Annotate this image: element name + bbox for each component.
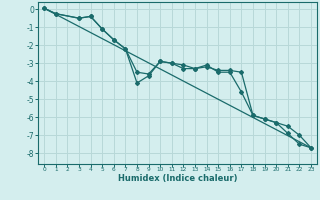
X-axis label: Humidex (Indice chaleur): Humidex (Indice chaleur) [118, 174, 237, 183]
